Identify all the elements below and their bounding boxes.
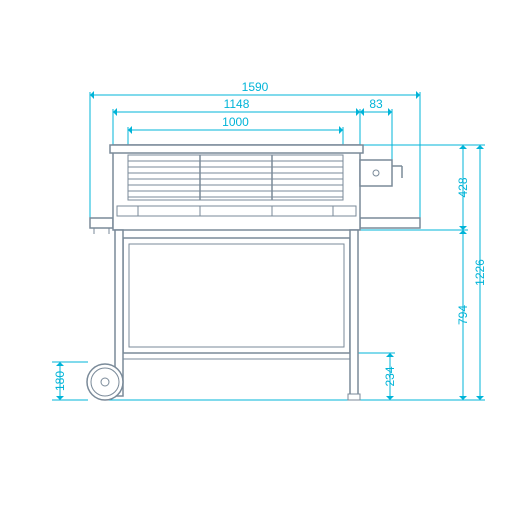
dim-1226: 1226	[472, 145, 487, 400]
dim-1226-label: 1226	[473, 259, 487, 286]
leg-right	[350, 230, 358, 396]
dim-428: 428	[455, 145, 470, 230]
dim-1148-label: 1148	[224, 97, 250, 111]
dim-1000: 1000	[128, 115, 343, 138]
grill-body	[87, 145, 420, 400]
dim-234: 234	[382, 353, 397, 400]
dim-1590-label: 1590	[242, 80, 269, 94]
lower-panel	[123, 238, 350, 353]
dim-794-label: 794	[456, 305, 470, 325]
dim-1000-label: 1000	[222, 115, 249, 129]
dim-794: 794	[455, 230, 470, 400]
dim-234-label: 234	[383, 366, 397, 386]
dim-180-label: 180	[53, 371, 67, 391]
dim-428-label: 428	[456, 177, 470, 197]
dim-83: 83	[360, 97, 392, 120]
dim-83-label: 83	[369, 97, 383, 111]
dim-180: 180	[52, 362, 67, 400]
crank-handle	[360, 160, 392, 186]
technical-drawing: 1590 1148 1000 83 428 1226 794 234 180	[0, 0, 512, 512]
